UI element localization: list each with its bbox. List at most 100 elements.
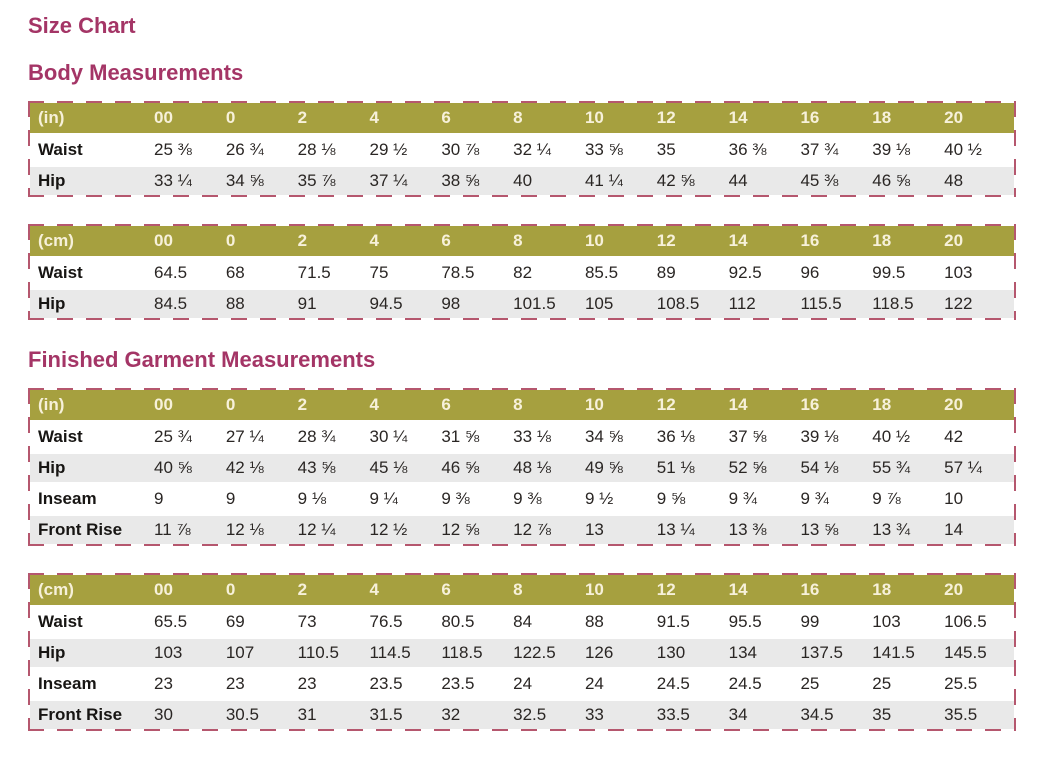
size-column-header: 0	[223, 390, 296, 422]
measurement-value: 89	[654, 256, 727, 289]
row-label: Inseam	[30, 482, 152, 515]
measurement-value: 30.5	[223, 698, 296, 729]
section-heading: Finished Garment Measurements	[28, 347, 376, 372]
measurement-value: 13 ¾	[870, 513, 943, 544]
row-label: Inseam	[30, 667, 152, 700]
measurement-value: 141.5	[870, 636, 943, 669]
measurement-value: 85.5	[582, 256, 655, 289]
size-header-row: (in) 00 0 2 4 6 8 10 12 14 16 18 20	[30, 390, 1014, 422]
table-head: (cm) 00 0 2 4 6 8 10 12 14 16 18 20	[30, 575, 1014, 607]
row-label: Waist	[30, 605, 152, 638]
size-table-cm: (cm) 00 0 2 4 6 8 10 12 14 16 18 20 Waist 65.5 69 73 76.5…	[30, 575, 1014, 729]
measurement-value: 9 ¼	[367, 482, 440, 515]
measurement-value: 114.5	[367, 636, 440, 669]
measurement-value: 110.5	[295, 636, 368, 669]
measurement-value: 49 ⅝	[582, 451, 655, 484]
measurement-value: 12 ⅝	[439, 513, 512, 544]
size-column-header: 00	[152, 575, 224, 607]
size-column-header: 6	[439, 575, 512, 607]
measurements-table-cm: (cm) 00 0 2 4 6 8 10 12 14 16 18 20 Waist 65.5 69 73 76.5…	[28, 573, 1016, 731]
measurement-value: 9	[223, 482, 296, 515]
measurement-value: 40	[511, 164, 583, 195]
measurement-value: 9 ⅜	[511, 482, 583, 515]
measurement-value: 34 ⅝	[223, 164, 296, 195]
measurement-value: 24.5	[726, 667, 799, 700]
table-body: Waist 65.5 69 73 76.5 80.5 84 88 91.5 95.5 99 103 10…	[30, 605, 1014, 729]
measurement-value: 84	[511, 605, 583, 638]
measurement-value: 51 ⅛	[654, 451, 727, 484]
size-column-header: 14	[726, 390, 799, 422]
size-column-header: 16	[798, 575, 871, 607]
measurement-value: 31 ⅝	[439, 420, 512, 453]
measurement-value: 30 ¼	[367, 420, 440, 453]
measurement-value: 37 ¾	[798, 133, 871, 166]
measurement-value: 25 ¾	[152, 420, 224, 453]
row-label: Front Rise	[30, 698, 152, 729]
measurement-value: 91	[295, 287, 368, 318]
measurement-value: 69	[223, 605, 296, 638]
size-column-header: 12	[654, 575, 727, 607]
measurement-value: 25 ⅜	[152, 133, 224, 166]
table-head: (cm) 00 0 2 4 6 8 10 12 14 16 18 20	[30, 226, 1014, 258]
table-body: Waist 25 ¾ 27 ¼ 28 ¾ 30 ¼ 31 ⅝ 33 ⅛ 34 ⅝ 36 ⅛ 37 …	[30, 420, 1014, 544]
size-column-header: 8	[511, 103, 583, 135]
measurement-row: Waist 64.5 68 71.5 75 78.5 82 85.5 89 92.5 96 99.5 1…	[30, 256, 1014, 289]
measurement-value: 10	[942, 482, 1014, 515]
measurement-value: 96	[798, 256, 871, 289]
size-column-header: 6	[439, 390, 512, 422]
measurement-value: 9 ⅞	[870, 482, 943, 515]
measurement-value: 103	[942, 256, 1014, 289]
size-column-header: 12	[654, 103, 727, 135]
measurement-value: 40 ⅝	[152, 451, 224, 484]
measurement-value: 9 ⅛	[295, 482, 368, 515]
measurement-value: 126	[582, 636, 655, 669]
measurement-value: 37 ⅝	[726, 420, 799, 453]
page-title: Size Chart	[28, 13, 136, 38]
measurement-value: 34 ⅝	[582, 420, 655, 453]
unit-label: (in)	[30, 103, 152, 135]
measurement-value: 36 ⅛	[654, 420, 727, 453]
size-column-header: 8	[511, 226, 583, 258]
size-column-header: 14	[726, 575, 799, 607]
measurement-value: 82	[511, 256, 583, 289]
row-label: Front Rise	[30, 513, 152, 544]
row-label: Hip	[30, 164, 152, 195]
measurement-value: 103	[152, 636, 224, 669]
measurement-value: 12 ⅞	[511, 513, 583, 544]
measurement-value: 34	[726, 698, 799, 729]
table-body: Waist 64.5 68 71.5 75 78.5 82 85.5 89 92.5 96 99.5 1…	[30, 256, 1014, 318]
measurement-value: 33 ⅝	[582, 133, 655, 166]
measurement-value: 9 ⅝	[654, 482, 727, 515]
size-column-header: 18	[870, 226, 943, 258]
size-column-header: 16	[798, 103, 871, 135]
size-column-header: 2	[295, 226, 368, 258]
measurement-value: 55 ¾	[870, 451, 943, 484]
measurement-value: 41 ¼	[582, 164, 655, 195]
measurement-value: 37 ¼	[367, 164, 440, 195]
measurement-value: 106.5	[942, 605, 1014, 638]
measurement-value: 130	[654, 636, 727, 669]
measurement-value: 101.5	[511, 287, 583, 318]
measurement-value: 32.5	[511, 698, 583, 729]
size-table-in: (in) 00 0 2 4 6 8 10 12 14 16 18 20 Waist 25 ⅜ 26 ¾ 28 ⅛…	[30, 103, 1014, 195]
measurement-value: 118.5	[870, 287, 943, 318]
measurement-value: 80.5	[439, 605, 512, 638]
measurement-value: 9 ¾	[798, 482, 871, 515]
measurements-table-cm: (cm) 00 0 2 4 6 8 10 12 14 16 18 20 Waist 64.5 68 71.5 75…	[28, 224, 1016, 320]
measurement-row: Waist 65.5 69 73 76.5 80.5 84 88 91.5 95.5 99 103 10…	[30, 605, 1014, 638]
size-column-header: 4	[367, 226, 440, 258]
measurement-value: 122	[942, 287, 1014, 318]
measurement-value: 33	[582, 698, 655, 729]
measurement-value: 33 ¼	[152, 164, 224, 195]
measurement-value: 68	[223, 256, 296, 289]
row-label: Waist	[30, 133, 152, 166]
measurement-row: Front Rise 11 ⅞ 12 ⅛ 12 ¼ 12 ½ 12 ⅝ 12 ⅞ 13 13 ¼…	[30, 513, 1014, 544]
measurement-value: 52 ⅝	[726, 451, 799, 484]
measurement-value: 42 ⅝	[654, 164, 727, 195]
measurement-value: 118.5	[439, 636, 512, 669]
row-label: Hip	[30, 636, 152, 669]
measurement-value: 105	[582, 287, 655, 318]
